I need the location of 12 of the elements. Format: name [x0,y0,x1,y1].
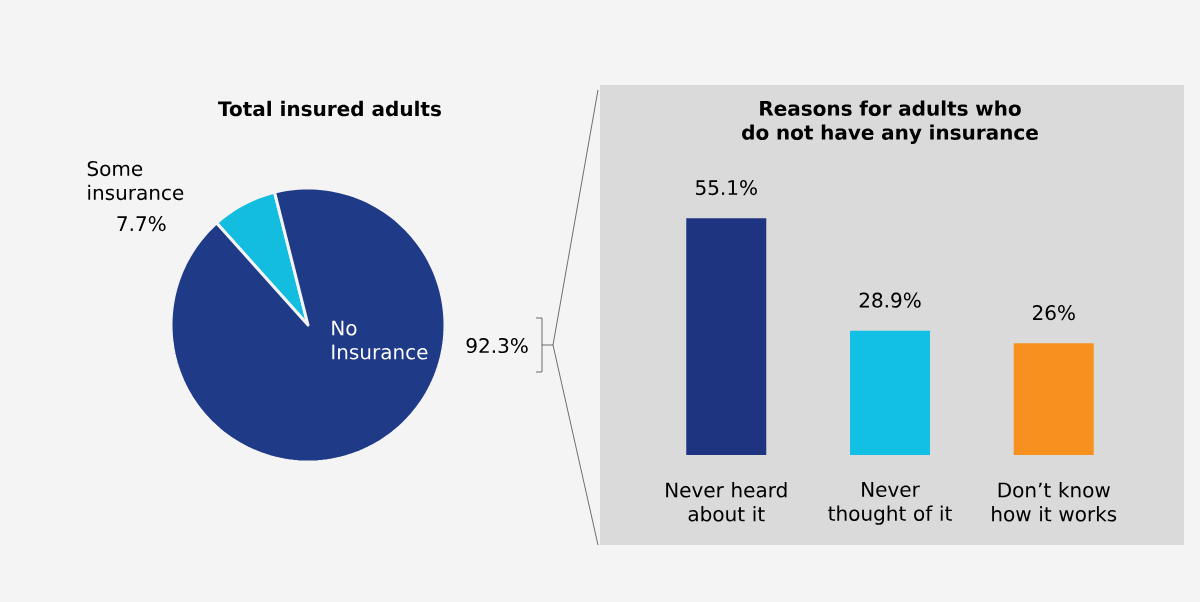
data-label: 26% [1033,305,1075,321]
data-label: 92.3% [466,337,528,354]
slice-label: No Insurance [332,320,428,360]
x-tick-label: Never heard about it [666,482,787,522]
x-tick-label: Never thought of it [828,482,952,525]
chart-title: Total insured adults [218,100,441,117]
slice-label: Some insurance [87,160,184,201]
data-label: 7.7% [117,216,166,232]
data-label: 28.9% [859,292,921,308]
x-tick-label: Don’t know how it works [992,482,1117,522]
chart-title: Reasons for adults who do not have any insurance [742,100,1038,144]
data-label: 55.1% [696,179,757,196]
